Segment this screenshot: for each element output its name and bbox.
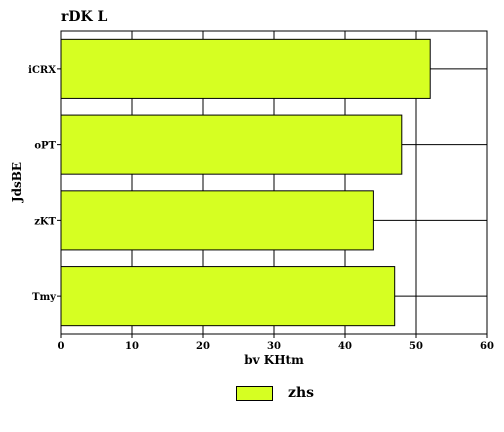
y-tick-label: oPT [34, 141, 56, 152]
x-tick-label: 50 [409, 341, 423, 352]
ticks: 0 10 20 30 40 50 60 iCRX oPT zKT Tmy [28, 65, 494, 352]
x-tick-label: 40 [338, 341, 352, 352]
bar [60, 190, 374, 251]
bars [60, 38, 431, 327]
x-tick-label: 10 [125, 341, 139, 352]
bar [60, 114, 403, 175]
y-axis-label: JdsBE [10, 161, 24, 203]
legend: zhs [236, 385, 314, 401]
x-tick-label: 0 [58, 341, 65, 352]
bar [60, 266, 396, 327]
x-axis-label: bv KHtm [244, 353, 304, 367]
legend-swatch [236, 385, 273, 401]
chart-title: rDK L [61, 9, 108, 25]
legend-label: zhs [288, 385, 315, 401]
y-tick-label: iCRX [28, 65, 56, 76]
x-tick-label: 30 [267, 341, 281, 352]
y-tick-label: Tmy [32, 292, 57, 303]
bar [60, 38, 431, 99]
x-tick-label: 20 [196, 341, 210, 352]
x-tick-label: 60 [480, 341, 494, 352]
y-tick-label: zKT [34, 216, 56, 227]
